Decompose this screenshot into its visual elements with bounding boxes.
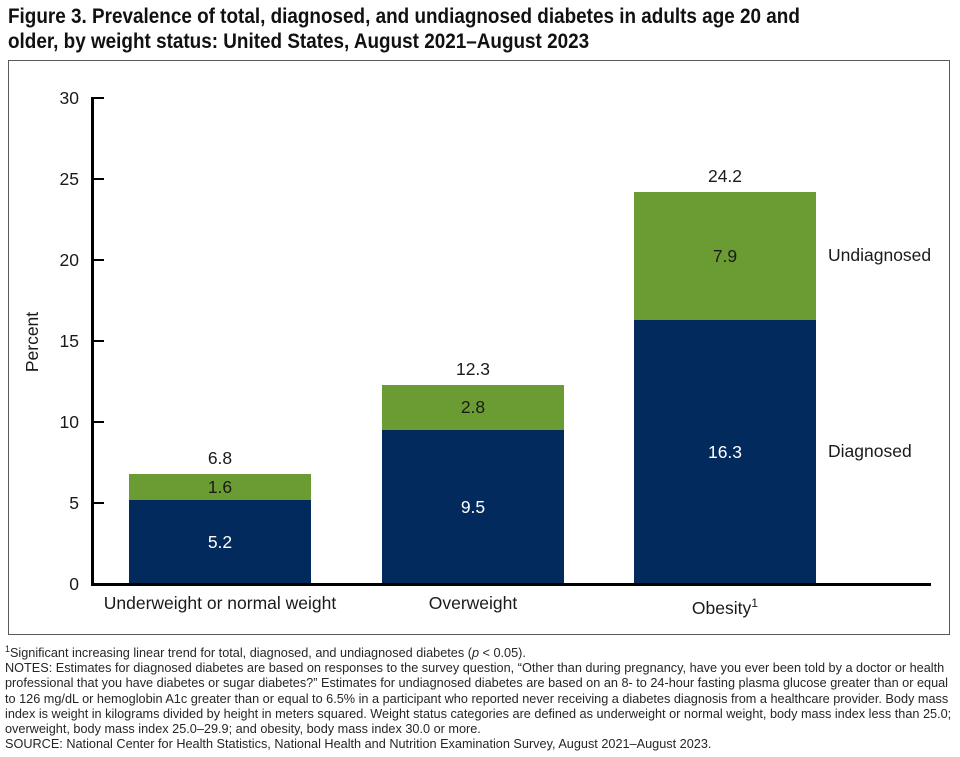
bar-total-label: 6.8 — [207, 447, 233, 468]
y-tick-label: 0 — [69, 574, 79, 594]
diagnosed-value-label: 9.5 — [460, 497, 486, 518]
category-superscript: 1 — [751, 596, 759, 610]
chart-frame: 0 5 10 15 20 25 30 Percent 5.2 1.6 6.8 9.5 2.8 12.3… — [8, 60, 950, 635]
diagnosed-value-label: 5.2 — [207, 531, 233, 552]
bar-segment-diagnosed — [634, 319, 816, 584]
footnote-source: SOURCE: National Center for Health Stati… — [5, 736, 712, 751]
y-tick — [91, 420, 104, 424]
y-tick — [91, 177, 104, 181]
bar-segment-undiagnosed — [634, 191, 816, 320]
bar-segment-undiagnosed — [129, 473, 311, 500]
footnotes: 1Significant increasing linear trend for… — [5, 642, 955, 752]
bar-total-label: 24.2 — [707, 165, 743, 186]
x-category-label: Overweight — [428, 593, 518, 613]
stacked-bar-chart: 0 5 10 15 20 25 30 Percent 5.2 1.6 6.8 9.5 2.8 12.3… — [9, 61, 949, 634]
footnote-p-italic: p — [471, 646, 479, 661]
series-label-undiagnosed: Undiagnosed — [828, 245, 932, 266]
x-category-label: Underweight or normal weight — [103, 593, 337, 613]
figure-title-line1: Figure 3. Prevalence of total, diagnosed… — [8, 5, 800, 28]
x-category-label: Obesity1 — [691, 596, 759, 618]
series-label-diagnosed: Diagnosed — [828, 441, 912, 462]
y-tick-label: 25 — [59, 169, 79, 189]
bar-segment-undiagnosed — [382, 384, 564, 431]
diagnosed-value-label: 16.3 — [707, 441, 743, 462]
y-tick — [91, 339, 104, 343]
footnote-superscript: 1 — [5, 644, 10, 654]
figure-title-line2: older, by weight status: United States, … — [8, 30, 590, 53]
undiagnosed-value-label: 2.8 — [460, 397, 486, 418]
x-axis-line — [91, 582, 931, 586]
bar-segment-diagnosed — [382, 430, 564, 584]
footnote-notes: NOTES: Estimates for diagnosed diabetes … — [5, 661, 952, 736]
y-tick — [91, 96, 104, 100]
y-tick — [91, 258, 104, 262]
bar-total-label: 12.3 — [455, 358, 491, 379]
y-tick — [91, 501, 104, 505]
y-tick-label: 5 — [69, 493, 79, 513]
y-axis-title: Percent — [22, 311, 42, 373]
figure-title: Figure 3. Prevalence of total, diagnosed… — [8, 4, 865, 54]
bar-segment-diagnosed — [129, 499, 311, 584]
y-tick-label: 15 — [59, 331, 79, 351]
undiagnosed-value-label: 7.9 — [712, 245, 738, 266]
y-tick-label: 30 — [59, 88, 79, 108]
footnote-trend: 1Significant increasing linear trend for… — [5, 644, 526, 661]
undiagnosed-value-label: 1.6 — [207, 476, 233, 497]
y-tick-label: 20 — [59, 250, 79, 270]
y-tick-label: 10 — [59, 412, 79, 432]
